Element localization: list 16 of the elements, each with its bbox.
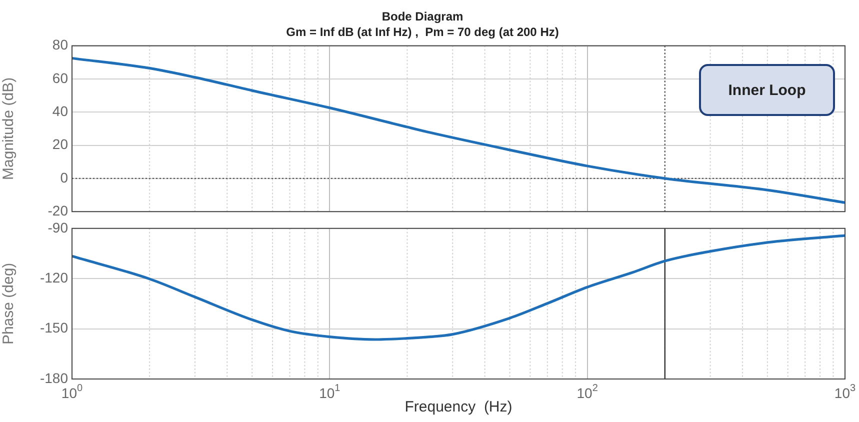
x-axis-title: Frequency (Hz) — [404, 398, 512, 416]
y-tick-label: -120 — [40, 269, 68, 286]
y-tick-label: 0 — [60, 170, 68, 186]
label-box: Inner Loop — [699, 64, 835, 116]
y-axis-title: Phase (deg) — [0, 262, 18, 344]
y-tick-label: -20 — [48, 202, 68, 219]
chart-subtitle: Gm = Inf dB (at Inf Hz) , Pm = 70 deg (at 200 Hz) — [286, 25, 559, 40]
y-tick-label: -90 — [48, 218, 68, 235]
y-tick-label: 60 — [52, 70, 68, 86]
y-tick-label: -180 — [40, 369, 68, 386]
y-tick-label: -150 — [40, 319, 68, 336]
y-tick-label: 80 — [52, 36, 68, 53]
y-axis-title: Magnitude (dB) — [0, 78, 18, 180]
y-tick-label: 40 — [52, 103, 68, 120]
chart-title: Bode Diagram — [382, 10, 464, 24]
y-tick-label: 20 — [52, 136, 68, 152]
